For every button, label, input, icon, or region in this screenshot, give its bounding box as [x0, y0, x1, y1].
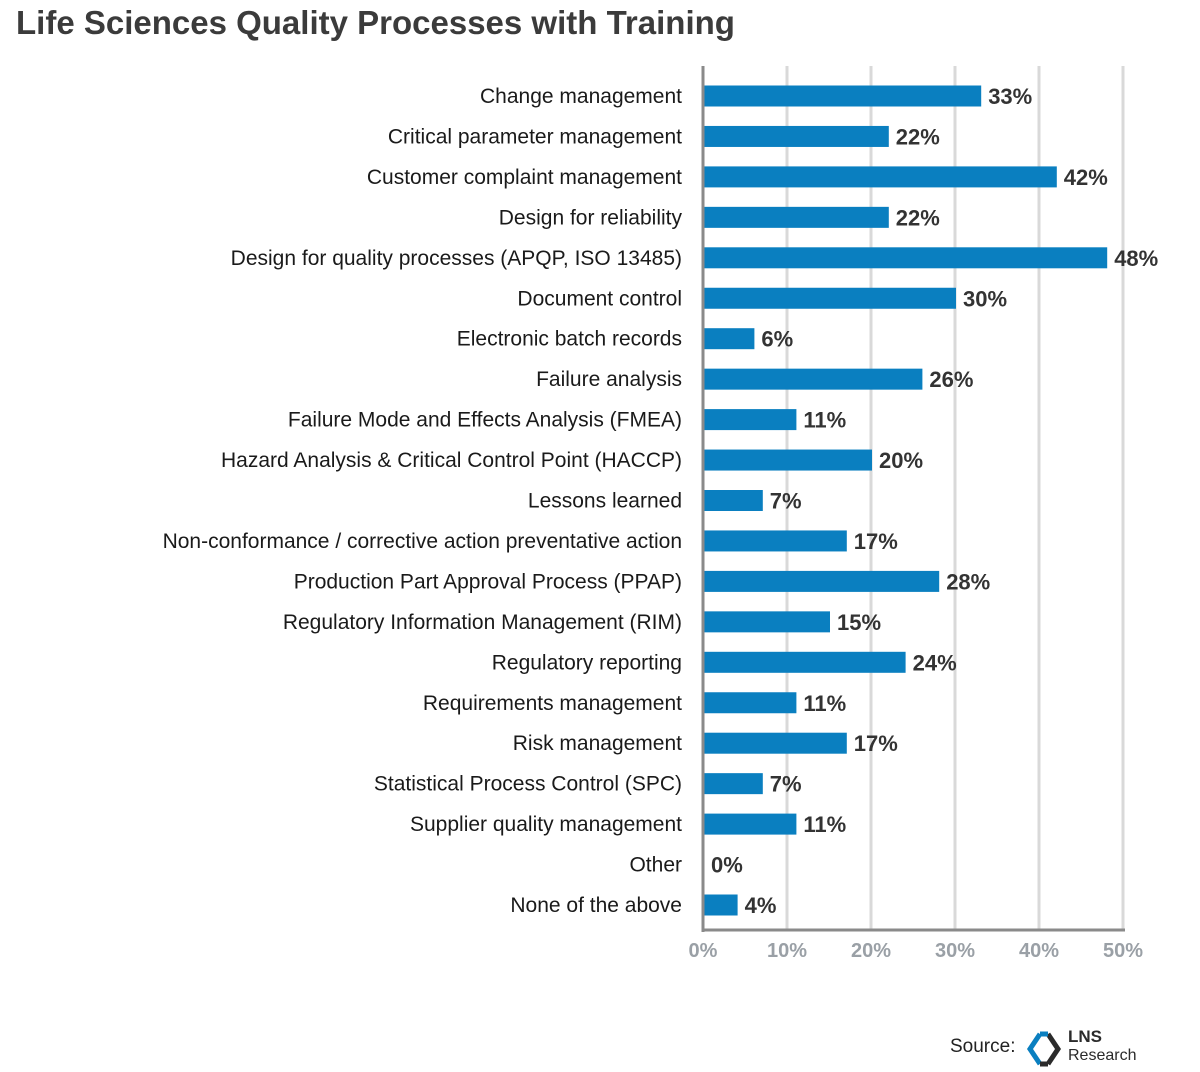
- category-label: Customer complaint management: [367, 166, 682, 189]
- value-label: 30%: [963, 286, 1007, 311]
- bar: [704, 651, 906, 673]
- category-labels: Change management Critical parameter mana…: [163, 85, 683, 917]
- value-label: 17%: [854, 529, 898, 554]
- value-label: 20%: [879, 448, 923, 473]
- bar: [704, 692, 797, 714]
- bar: [704, 166, 1057, 188]
- category-label: Supplier quality management: [410, 813, 682, 836]
- value-label: 28%: [946, 569, 990, 594]
- value-label: 4%: [745, 893, 777, 918]
- category-label: Lessons learned: [528, 490, 682, 513]
- logo-text-lns: LNS: [1068, 1027, 1102, 1046]
- category-label: Design for quality processes (APQP, ISO …: [231, 247, 682, 270]
- bar: [704, 530, 847, 552]
- category-label: Failure Mode and Effects Analysis (FMEA): [288, 409, 682, 432]
- value-label: 24%: [913, 650, 957, 675]
- category-label: None of the above: [510, 894, 682, 917]
- value-label: 11%: [803, 408, 846, 433]
- value-label: 17%: [854, 731, 898, 756]
- value-label: 42%: [1064, 165, 1108, 190]
- logo-text-research: Research: [1068, 1047, 1137, 1064]
- value-label: 7%: [770, 772, 802, 797]
- category-label: Electronic batch records: [457, 328, 682, 351]
- category-label: Requirements management: [423, 692, 682, 715]
- bar-layer: [704, 85, 1108, 916]
- bar: [704, 570, 940, 592]
- x-tick-label: 10%: [767, 940, 807, 962]
- x-tick-label: 30%: [935, 940, 975, 962]
- bar: [704, 611, 830, 633]
- x-tick-label: 40%: [1019, 940, 1059, 962]
- axis-layer: [701, 66, 1125, 932]
- bar: [704, 732, 847, 754]
- value-label: 11%: [803, 812, 846, 837]
- bar: [704, 85, 982, 107]
- value-label: 22%: [896, 124, 940, 149]
- category-label: Failure analysis: [536, 368, 682, 391]
- value-label: 11%: [803, 691, 846, 716]
- value-label: 15%: [837, 610, 881, 635]
- x-tick-labels: 0% 10% 20% 30% 40% 50%: [689, 940, 1144, 962]
- bar: [704, 813, 797, 835]
- category-label: Risk management: [513, 732, 682, 755]
- value-label: 7%: [770, 489, 802, 514]
- value-label: 0%: [711, 853, 743, 878]
- value-label: 22%: [896, 205, 940, 230]
- bar: [704, 287, 956, 309]
- category-label: Regulatory reporting: [492, 651, 682, 674]
- bar-chart: Change management Critical parameter mana…: [163, 66, 1158, 962]
- category-label: Statistical Process Control (SPC): [374, 773, 682, 796]
- source-label: Source:: [950, 1036, 1016, 1057]
- x-tick-label: 0%: [689, 940, 718, 962]
- value-label: 48%: [1114, 246, 1158, 271]
- bar: [704, 328, 755, 350]
- lns-logo-icon: [1026, 1031, 1062, 1067]
- category-label: Regulatory Information Management (RIM): [283, 611, 682, 634]
- category-label: Production Part Approval Process (PPAP): [294, 570, 682, 593]
- grid-layer: [785, 66, 1125, 930]
- category-label: Document control: [517, 287, 682, 310]
- category-label: Design for reliability: [499, 206, 683, 229]
- category-label: Other: [629, 854, 682, 877]
- bar: [704, 247, 1108, 269]
- chart-title: Life Sciences Quality Processes with Tra…: [16, 4, 735, 41]
- bar: [704, 206, 889, 228]
- value-label: 33%: [988, 84, 1032, 109]
- category-label: Critical parameter management: [388, 125, 682, 148]
- category-label: Hazard Analysis & Critical Control Point…: [221, 449, 682, 472]
- value-labels: 33% 22% 42% 22% 48% 30% 6% 26% 11% 20% 7% 17% 28% 15%…: [711, 84, 1158, 918]
- x-tick-label: 50%: [1103, 940, 1143, 962]
- value-label: 26%: [929, 367, 973, 392]
- category-label: Change management: [480, 85, 682, 108]
- bar: [704, 409, 797, 431]
- value-label: 6%: [761, 327, 793, 352]
- bar: [704, 125, 889, 147]
- bar: [704, 449, 872, 471]
- bar: [704, 368, 923, 390]
- bar: [704, 773, 763, 795]
- category-label: Non-conformance / corrective action prev…: [163, 530, 682, 553]
- bar: [704, 894, 738, 916]
- x-tick-label: 20%: [851, 940, 891, 962]
- bar: [704, 490, 763, 511]
